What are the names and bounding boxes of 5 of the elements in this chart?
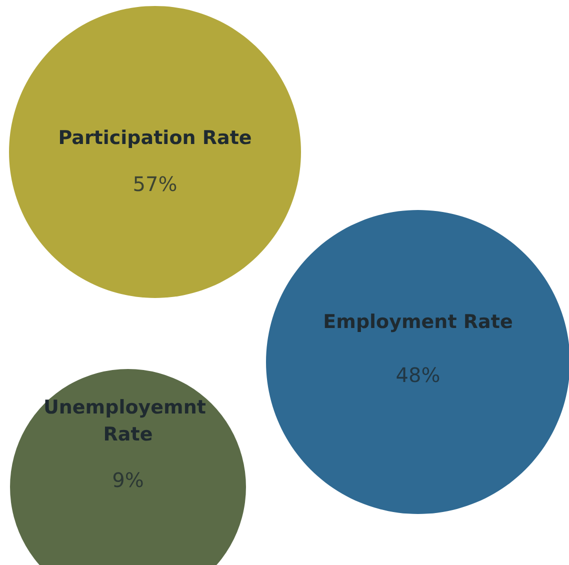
category-label: Participation Rate [58, 127, 252, 149]
data-label: 57% [132, 172, 178, 196]
category-label: Unemployemnt Rate [43, 396, 213, 446]
data-label: 48% [396, 363, 440, 387]
category-label: Employment Rate [323, 311, 513, 333]
